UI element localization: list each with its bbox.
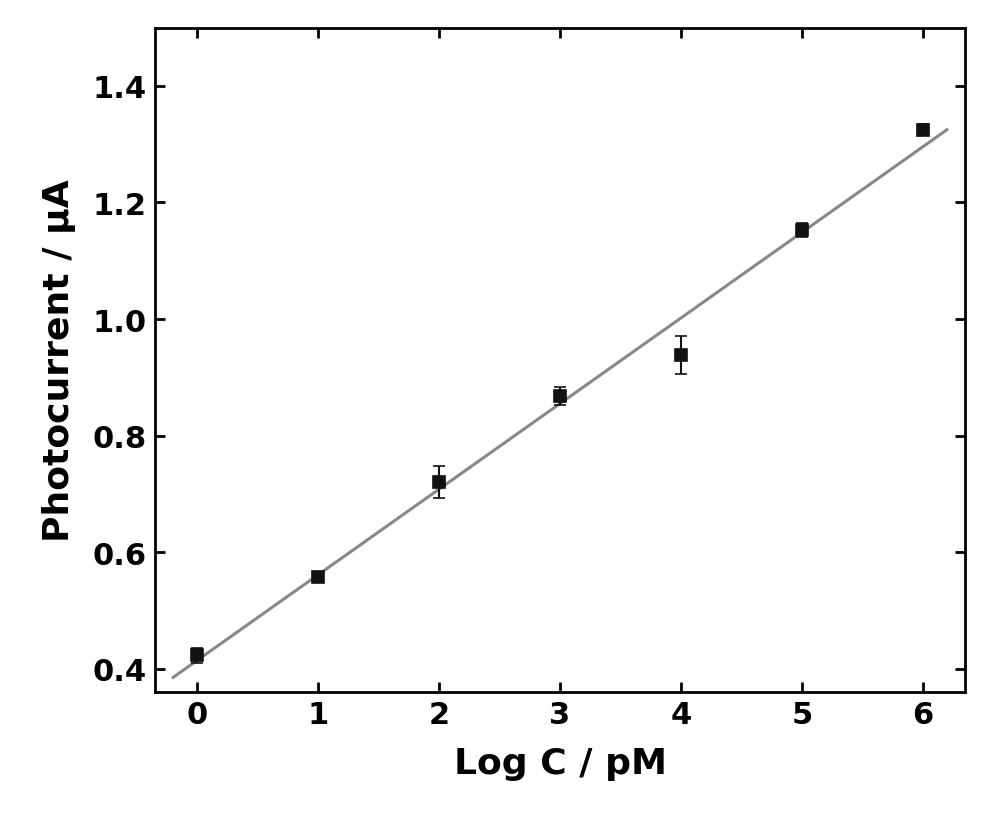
Y-axis label: Photocurrent / μA: Photocurrent / μA: [42, 179, 76, 541]
X-axis label: Log C / pM: Log C / pM: [454, 746, 666, 780]
